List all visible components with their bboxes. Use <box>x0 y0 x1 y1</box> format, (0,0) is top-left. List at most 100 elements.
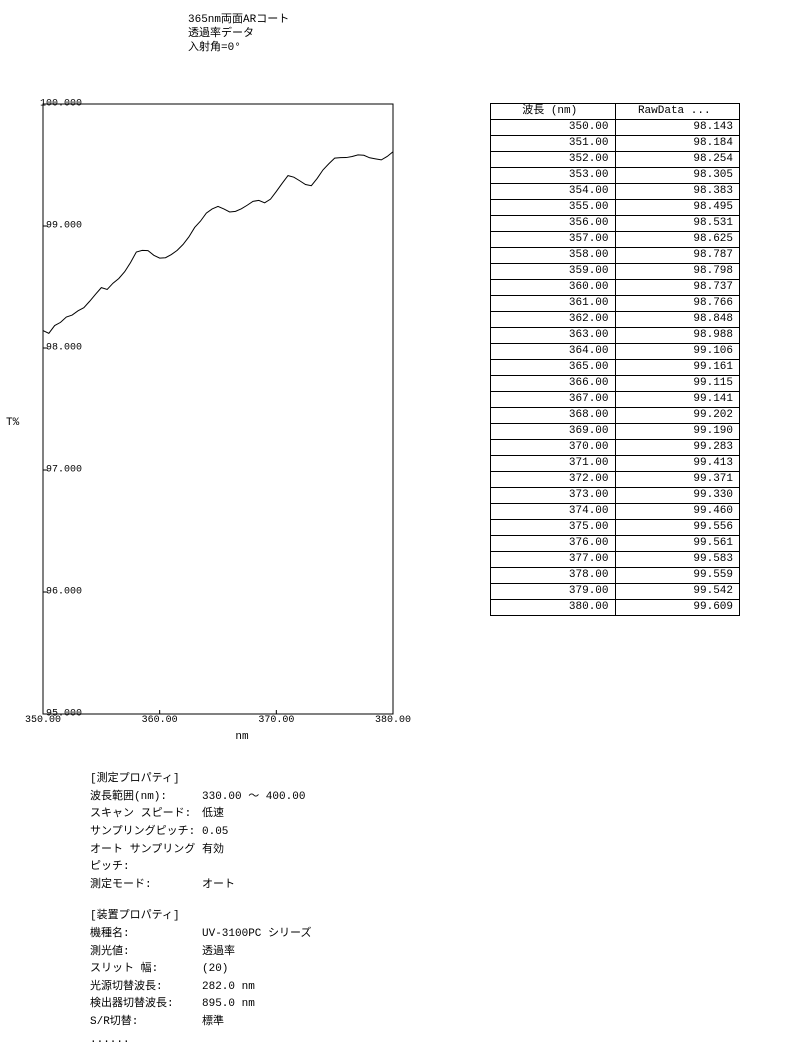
table-cell: 99.106 <box>615 344 740 360</box>
table-row: 356.0098.531 <box>491 216 740 232</box>
table-cell: 360.00 <box>491 280 616 296</box>
table-cell: 358.00 <box>491 248 616 264</box>
y-axis-label: T% <box>6 417 19 429</box>
table-cell: 99.330 <box>615 488 740 504</box>
table-cell: 98.143 <box>615 120 740 136</box>
property-label: スキャン スピード: <box>90 806 202 824</box>
table-column-header: RawData ... <box>615 104 740 120</box>
table-cell: 98.305 <box>615 168 740 184</box>
header-line-3: 入射角=0° <box>188 42 800 56</box>
transmittance-chart: T% 95.00096.00097.00098.00099.000100.000… <box>42 103 442 743</box>
table-cell: 378.00 <box>491 568 616 584</box>
property-label: オート サンプリングピッチ: <box>90 842 202 877</box>
table-cell: 99.556 <box>615 520 740 536</box>
table-header-row: 波長 (nm)RawData ... <box>491 104 740 120</box>
property-value: 低速 <box>202 806 224 824</box>
table-cell: 98.254 <box>615 152 740 168</box>
property-row: 測光値:透過率 <box>90 944 460 962</box>
table-row: 378.0099.559 <box>491 568 740 584</box>
table-cell: 98.737 <box>615 280 740 296</box>
table-row: 372.0099.371 <box>491 472 740 488</box>
property-label: 測光値: <box>90 944 202 962</box>
measure-props-rows: 波長範囲(nm):330.00 ～ 400.00スキャン スピード:低速サンプリ… <box>90 789 460 895</box>
table-row: 359.0098.798 <box>491 264 740 280</box>
table-row: 353.0098.305 <box>491 168 740 184</box>
table-row: 370.0099.283 <box>491 440 740 456</box>
property-label: スリット 幅: <box>90 961 202 979</box>
property-row: スキャン スピード:低速 <box>90 806 460 824</box>
table-row: 367.0099.141 <box>491 392 740 408</box>
table-cell: 367.00 <box>491 392 616 408</box>
main-content: T% 95.00096.00097.00098.00099.000100.000… <box>0 55 800 1049</box>
table-cell: 355.00 <box>491 200 616 216</box>
y-tick-label: 98.000 <box>46 343 82 354</box>
property-row: サンプリングピッチ:0.05 <box>90 824 460 842</box>
property-value: 標準 <box>202 1014 224 1032</box>
table-cell: 354.00 <box>491 184 616 200</box>
table-cell: 98.625 <box>615 232 740 248</box>
table-cell: 380.00 <box>491 600 616 616</box>
table-row: 366.0099.115 <box>491 376 740 392</box>
table-row: 355.0098.495 <box>491 200 740 216</box>
property-value: 895.0 nm <box>202 996 255 1014</box>
property-label: 測定モード: <box>90 877 202 895</box>
table-cell: 362.00 <box>491 312 616 328</box>
table-row: 380.0099.609 <box>491 600 740 616</box>
property-value: (20) <box>202 961 228 979</box>
y-tick-label: 100.000 <box>40 99 82 110</box>
table-cell: 372.00 <box>491 472 616 488</box>
table-cell: 368.00 <box>491 408 616 424</box>
table-cell: 366.00 <box>491 376 616 392</box>
report-header: 365nm両面ARコート 透過率データ 入射角=0° <box>0 0 800 55</box>
property-row: 測定モード:オート <box>90 877 460 895</box>
table-row: 354.0098.383 <box>491 184 740 200</box>
table-cell: 375.00 <box>491 520 616 536</box>
table-row: 351.0098.184 <box>491 136 740 152</box>
property-row: 波長範囲(nm):330.00 ～ 400.00 <box>90 789 460 807</box>
table-row: 360.0098.737 <box>491 280 740 296</box>
table-column-header: 波長 (nm) <box>491 104 616 120</box>
table-row: 357.0098.625 <box>491 232 740 248</box>
right-column: 波長 (nm)RawData ... 350.0098.143351.0098.… <box>460 103 770 616</box>
table-cell: 359.00 <box>491 264 616 280</box>
table-cell: 98.787 <box>615 248 740 264</box>
x-tick-labels: 350.00360.00370.00380.00 <box>42 715 394 729</box>
property-row: 機種名:UV-3100PC シリーズ <box>90 926 460 944</box>
table-cell: 379.00 <box>491 584 616 600</box>
header-line-2: 透過率データ <box>188 28 800 42</box>
table-cell: 363.00 <box>491 328 616 344</box>
table-row: 379.0099.542 <box>491 584 740 600</box>
table-row: 364.0099.106 <box>491 344 740 360</box>
property-label: サンプリングピッチ: <box>90 824 202 842</box>
property-label: S/R切替: <box>90 1014 202 1032</box>
table-cell: 365.00 <box>491 360 616 376</box>
table-row: 374.0099.460 <box>491 504 740 520</box>
table-row: 362.0098.848 <box>491 312 740 328</box>
table-cell: 99.561 <box>615 536 740 552</box>
table-cell: 99.413 <box>615 456 740 472</box>
device-props-rows: 機種名:UV-3100PC シリーズ測光値:透過率スリット 幅:(20)光源切替… <box>90 926 460 1032</box>
table-row: 376.0099.561 <box>491 536 740 552</box>
raw-data-table: 波長 (nm)RawData ... 350.0098.143351.0098.… <box>490 103 740 616</box>
table-cell: 99.542 <box>615 584 740 600</box>
table-cell: 98.383 <box>615 184 740 200</box>
table-row: 375.0099.556 <box>491 520 740 536</box>
property-value: 282.0 nm <box>202 979 255 997</box>
header-line-1: 365nm両面ARコート <box>188 14 800 28</box>
table-cell: 352.00 <box>491 152 616 168</box>
table-row: 361.0098.766 <box>491 296 740 312</box>
table-cell: 99.371 <box>615 472 740 488</box>
table-cell: 98.798 <box>615 264 740 280</box>
property-label: 波長範囲(nm): <box>90 789 202 807</box>
table-cell: 351.00 <box>491 136 616 152</box>
property-label: 検出器切替波長: <box>90 996 202 1014</box>
device-props-title: [装置プロパティ] <box>90 908 460 926</box>
table-cell: 373.00 <box>491 488 616 504</box>
table-cell: 98.988 <box>615 328 740 344</box>
table-cell: 99.115 <box>615 376 740 392</box>
table-row: 369.0099.190 <box>491 424 740 440</box>
table-row: 373.0099.330 <box>491 488 740 504</box>
table-cell: 99.161 <box>615 360 740 376</box>
property-label: 光源切替波長: <box>90 979 202 997</box>
property-value: UV-3100PC シリーズ <box>202 926 311 944</box>
